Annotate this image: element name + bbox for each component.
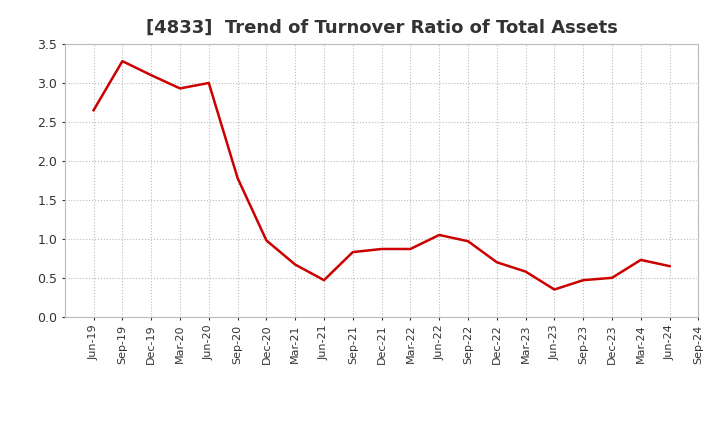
- Title: [4833]  Trend of Turnover Ratio of Total Assets: [4833] Trend of Turnover Ratio of Total …: [145, 19, 618, 37]
